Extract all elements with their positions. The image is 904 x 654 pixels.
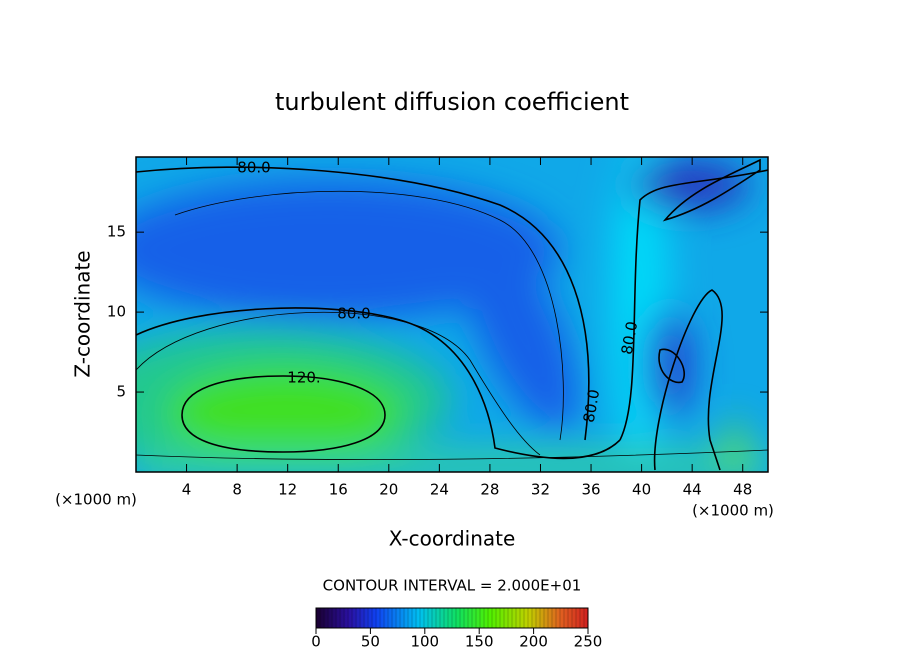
contour-label: 80.0 (237, 159, 270, 177)
x-tick-label: 48 (733, 481, 752, 499)
contour-interval: CONTOUR INTERVAL = 2.000E+01 (323, 577, 582, 595)
x-tick-label: 32 (531, 481, 550, 499)
contour-line (181, 375, 386, 453)
x-tick-label: 4 (182, 481, 192, 499)
x-tick-label: 36 (581, 481, 600, 499)
x-tick-label: 40 (632, 481, 651, 499)
colorbar-tick-label: 250 (574, 633, 603, 651)
x-tick-label: 28 (480, 481, 499, 499)
x-tick-label: 12 (278, 481, 297, 499)
x-tick-label: 16 (329, 481, 348, 499)
chart-title: turbulent diffusion coefficient (275, 88, 629, 116)
colorbar-tick-label: 50 (361, 633, 380, 651)
y-tick-label: 10 (107, 303, 126, 321)
contour-line (619, 169, 768, 441)
contour-label: 80.0 (618, 320, 642, 356)
colorbar-tick-label: 200 (519, 633, 548, 651)
contour-line (658, 348, 685, 384)
contour-line (136, 311, 541, 456)
colorbar-tick-label: 100 (410, 633, 439, 651)
plot-frame (135, 156, 769, 473)
contour-line (174, 190, 564, 441)
contour-line (136, 307, 621, 460)
field (136, 157, 768, 472)
x-unit-right: (×1000 m) (692, 502, 774, 520)
contour-line (653, 289, 723, 471)
colorbar-tick-label: 150 (465, 633, 494, 651)
contours (136, 158, 768, 471)
x-tick-label: 24 (430, 481, 449, 499)
y-axis-label: Z-coordinate (71, 250, 95, 377)
contour-label: 80.0 (580, 388, 604, 424)
contour-line (136, 166, 590, 441)
y-tick-label: 5 (116, 383, 126, 401)
contour-label: 120. (287, 369, 320, 387)
contour-line (662, 158, 761, 222)
x-tick-label: 20 (379, 481, 398, 499)
x-axis-label: X-coordinate (389, 527, 516, 551)
x-unit: (×1000 m) (55, 491, 137, 509)
contour-line (136, 449, 768, 461)
y-tick-label: 15 (107, 223, 126, 241)
contour-label: 80.0 (337, 305, 370, 323)
colorbar (315, 607, 589, 629)
colorbar-tick-label: 0 (311, 633, 321, 651)
x-tick-label: 44 (683, 481, 702, 499)
x-tick-label: 8 (232, 481, 242, 499)
